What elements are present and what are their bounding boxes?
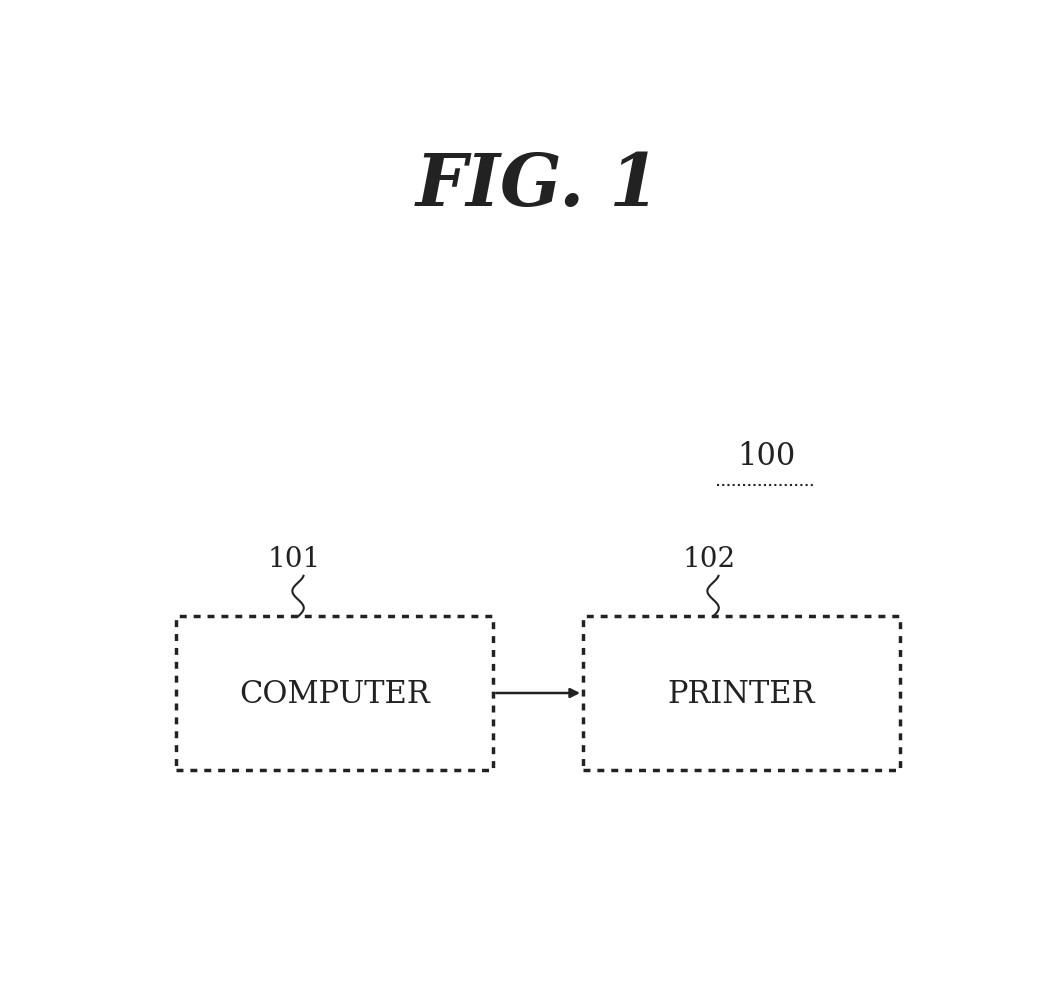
Text: 101: 101 [268,546,320,573]
Text: COMPUTER: COMPUTER [239,678,430,709]
Text: PRINTER: PRINTER [668,678,815,709]
FancyBboxPatch shape [176,616,493,769]
Text: 100: 100 [737,440,795,471]
FancyBboxPatch shape [583,616,900,769]
Text: 102: 102 [682,546,736,573]
Text: FIG. 1: FIG. 1 [416,150,660,221]
